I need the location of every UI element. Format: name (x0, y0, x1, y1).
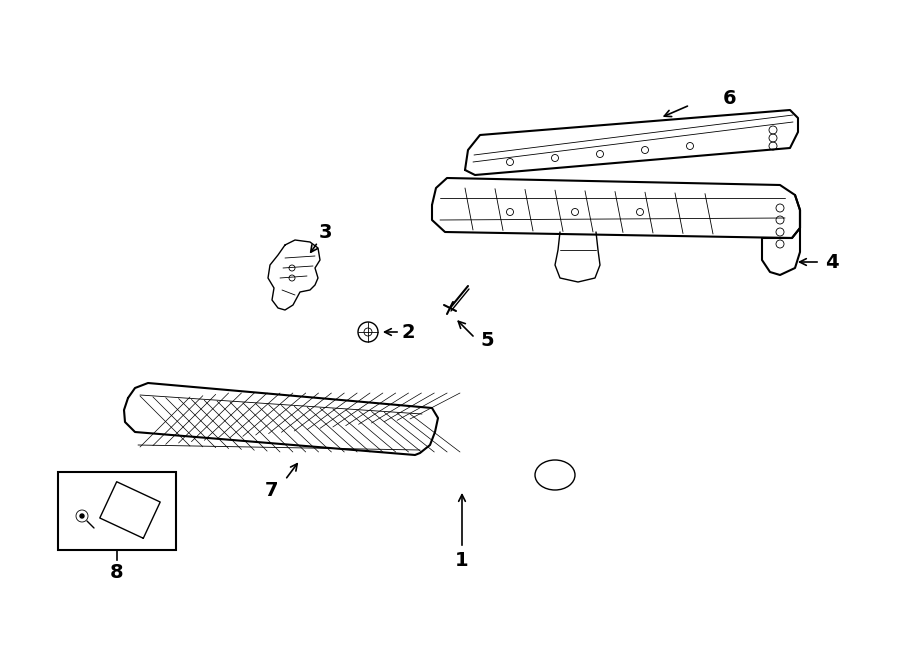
Circle shape (80, 514, 84, 518)
Text: 1: 1 (455, 551, 469, 570)
Bar (58, 472, 176, 550)
Text: 5: 5 (481, 330, 494, 350)
Text: 7: 7 (266, 481, 279, 500)
Text: 6: 6 (724, 89, 737, 108)
Text: 4: 4 (825, 253, 839, 272)
Text: 8: 8 (110, 563, 124, 582)
Text: 3: 3 (319, 223, 332, 241)
Text: 2: 2 (401, 323, 415, 342)
